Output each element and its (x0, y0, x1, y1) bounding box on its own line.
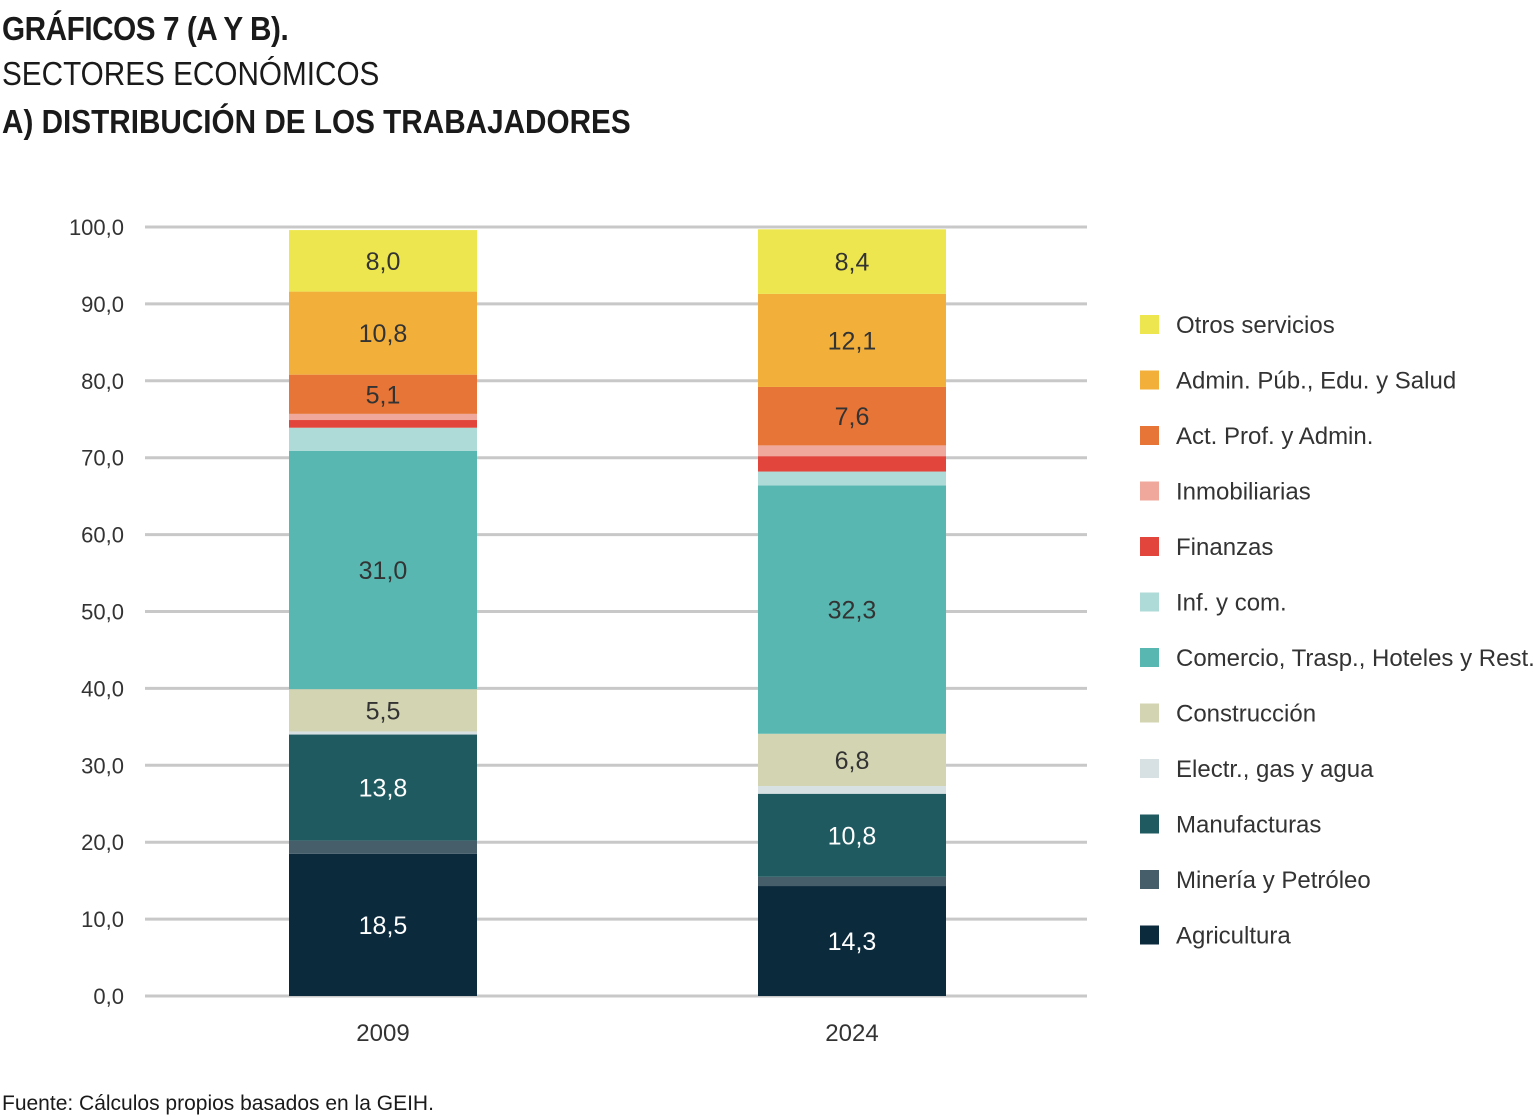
legend-swatch (1140, 870, 1159, 889)
bar-segment (758, 471, 946, 486)
y-tick-label: 10,0 (81, 907, 124, 932)
data-label: 5,1 (366, 381, 401, 409)
bar-segment (758, 886, 946, 996)
data-label: 31,0 (359, 557, 408, 585)
legend-label: Inf. y com. (1176, 590, 1287, 617)
legend-swatch (1140, 814, 1159, 834)
legend-swatch (1140, 759, 1159, 778)
bar-segment (758, 293, 946, 387)
legend-label: Agricultura (1176, 923, 1291, 950)
legend-label: Admin. Púb., Edu. y Salud (1176, 368, 1456, 395)
legend-swatch (1140, 537, 1159, 556)
data-label: 5,5 (366, 697, 401, 725)
data-label: 13,8 (359, 775, 408, 803)
bar-segment (289, 731, 477, 735)
y-tick-label: 30,0 (81, 753, 124, 778)
bar-segment (758, 793, 946, 877)
y-tick-label: 50,0 (81, 600, 124, 625)
x-category-label: 2009 (356, 1020, 409, 1047)
legend-swatch (1140, 426, 1159, 445)
bar-segment (289, 230, 477, 292)
chart-subtitle: SECTORES ECONÓMICOS (2, 55, 380, 92)
bar-segment (758, 786, 946, 794)
bar-segment (289, 450, 477, 690)
data-label: 6,8 (835, 747, 870, 775)
y-tick-label: 0,0 (93, 984, 124, 1009)
bar-segment (758, 445, 946, 457)
y-tick-label: 100,0 (69, 215, 124, 240)
legend-swatch (1140, 703, 1159, 723)
y-tick-label: 80,0 (81, 369, 124, 394)
y-tick-label: 40,0 (81, 676, 124, 701)
bar-segment (289, 413, 477, 421)
chart-title: GRÁFICOS 7 (A Y B). (2, 10, 289, 47)
bar-segment (758, 229, 946, 294)
bar-segment (758, 485, 946, 734)
legend-label: Otros servicios (1176, 312, 1335, 339)
legend-label: Electr., gas y agua (1176, 756, 1374, 783)
legend-label: Manufacturas (1176, 812, 1321, 839)
legend-label: Finanzas (1176, 534, 1273, 561)
legend-swatch (1140, 481, 1159, 501)
data-label: 8,4 (835, 249, 870, 277)
bar-segment (289, 734, 477, 841)
legend-label: Comercio, Trasp., Hoteles y Rest. (1176, 645, 1535, 672)
source-note: Fuente: Cálculos propios basados en la G… (2, 1092, 434, 1115)
bar-segment (289, 374, 477, 414)
legend-swatch (1140, 592, 1159, 612)
bar-segment (289, 689, 477, 732)
x-category-label: 2024 (825, 1020, 878, 1047)
bar-segment (289, 291, 477, 375)
legend-swatch (1140, 370, 1159, 390)
y-tick-label: 90,0 (81, 292, 124, 317)
bar-segment (289, 427, 477, 451)
data-label: 8,0 (366, 248, 401, 276)
bar-segment (289, 840, 477, 854)
data-label: 12,1 (828, 327, 877, 355)
legend-swatch (1140, 315, 1159, 334)
legend-label: Minería y Petróleo (1176, 867, 1371, 894)
bar-segment (758, 456, 946, 472)
data-label: 14,3 (828, 928, 877, 956)
y-tick-label: 20,0 (81, 830, 124, 855)
bar-segment (289, 420, 477, 428)
data-label: 7,6 (835, 403, 870, 431)
legend-label: Construcción (1176, 701, 1316, 728)
data-label: 18,5 (359, 912, 408, 940)
bar-segment (758, 733, 946, 787)
legend-swatch (1140, 925, 1159, 945)
legend-swatch (1140, 648, 1159, 667)
data-label: 10,8 (828, 822, 877, 850)
legend-label: Inmobiliarias (1176, 479, 1311, 506)
bar-segment (758, 386, 946, 446)
data-label: 10,8 (359, 320, 408, 348)
bar-segment (289, 853, 477, 996)
bar-segment (758, 876, 946, 887)
chart-subtitle-panel: A) DISTRIBUCIÓN DE LOS TRABAJADORES (2, 103, 631, 140)
data-label: 32,3 (828, 597, 877, 625)
y-tick-label: 60,0 (81, 523, 124, 548)
y-tick-label: 70,0 (81, 446, 124, 471)
legend-label: Act. Prof. y Admin. (1176, 423, 1373, 450)
